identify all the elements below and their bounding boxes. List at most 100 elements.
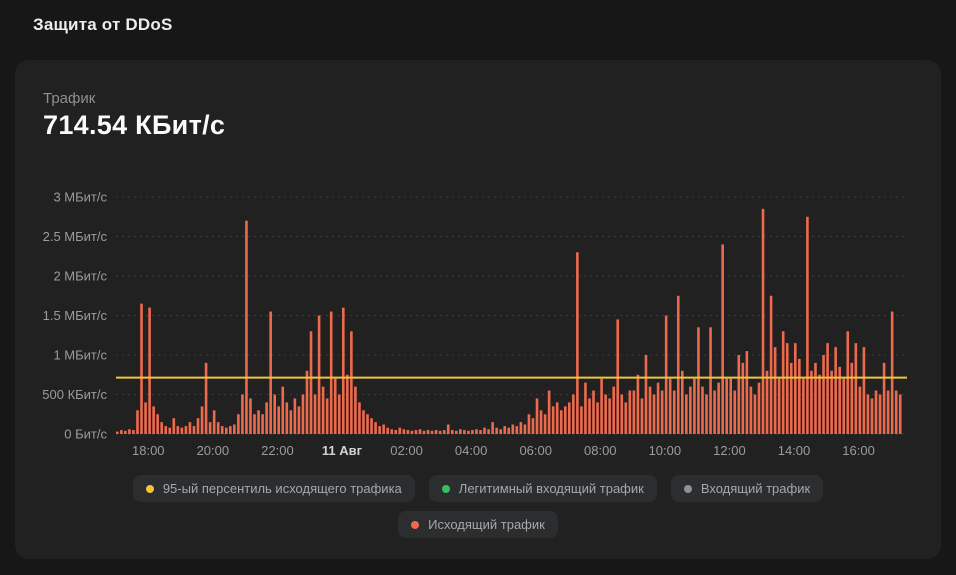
traffic-bar: [753, 394, 757, 434]
traffic-bar: [224, 427, 228, 434]
traffic-bar: [644, 355, 648, 434]
traffic-bar: [757, 382, 761, 434]
traffic-bar: [551, 406, 555, 434]
traffic-bar: [862, 347, 866, 434]
traffic-bar: [414, 430, 418, 434]
traffic-bar: [346, 374, 349, 434]
x-axis-label: 22:00: [261, 443, 294, 458]
traffic-bar: [826, 343, 829, 434]
chart-canvas[interactable]: 3 МБит/с 2.5 МБит/с 2 МБит/с 1.5 МБит/с 1 МБ…: [43, 185, 913, 467]
traffic-bar: [705, 394, 708, 434]
legend-item-label: 95-ый персентиль исходящего трафика: [162, 481, 402, 496]
traffic-bar: [176, 426, 180, 434]
traffic-bar: [612, 386, 615, 434]
x-axis-label: 02:00: [390, 443, 423, 458]
traffic-bar: [354, 386, 357, 434]
metric-block: Трафик 714.54 КБит/с: [43, 90, 913, 141]
traffic-bar: [459, 429, 462, 434]
traffic-bar: [446, 424, 450, 434]
traffic-bar: [543, 414, 547, 434]
traffic-bar: [584, 382, 587, 434]
traffic-bar: [471, 430, 474, 434]
traffic-bar: [672, 390, 676, 434]
traffic-bar: [358, 402, 361, 434]
traffic-bar: [475, 429, 478, 434]
traffic-bar: [713, 390, 716, 434]
traffic-bar: [765, 370, 769, 434]
legend-item-label: Исходящий трафик: [428, 517, 545, 532]
traffic-bar: [180, 427, 184, 434]
traffic-bar: [350, 331, 353, 434]
traffic-bar: [333, 378, 337, 434]
traffic-bar: [120, 430, 123, 434]
traffic-bar: [212, 410, 216, 434]
traffic-bar: [200, 406, 204, 434]
traffic-bar: [531, 418, 535, 434]
traffic-bar: [854, 343, 858, 434]
traffic-bar: [846, 331, 850, 434]
traffic-bar: [495, 427, 498, 434]
traffic-bar: [144, 402, 147, 434]
traffic-bar: [559, 410, 563, 434]
traffic-bar: [233, 424, 236, 434]
traffic-bar: [188, 422, 192, 434]
traffic-bar: [547, 390, 551, 434]
traffic-bar: [152, 406, 155, 434]
traffic-bar: [366, 414, 369, 434]
traffic-bar: [596, 402, 599, 434]
traffic-bar: [729, 378, 733, 434]
traffic-bar: [777, 378, 781, 434]
traffic-bar: [386, 427, 389, 434]
x-axis-label: 04:00: [455, 443, 488, 458]
traffic-bar: [866, 394, 870, 434]
traffic-bar: [455, 430, 458, 434]
traffic-chart[interactable]: 3 МБит/с 2.5 МБит/с 2 МБит/с 1.5 МБит/с 1 МБ…: [43, 185, 913, 467]
legend-dot-outgoing-icon: [411, 520, 420, 529]
traffic-bar: [898, 394, 902, 434]
legend-item-percentile[interactable]: 95-ый персентиль исходящего трафика: [132, 475, 415, 502]
traffic-bar: [168, 427, 172, 434]
legend-item-legit-incoming[interactable]: Легитимный входящий трафик: [428, 475, 657, 502]
traffic-bar: [164, 426, 168, 434]
traffic-bar: [148, 307, 151, 434]
traffic-bar: [289, 410, 293, 434]
legend-item-outgoing[interactable]: Исходящий трафик: [398, 511, 558, 538]
traffic-bar: [737, 355, 741, 434]
traffic-bar: [761, 208, 765, 434]
traffic-bar: [394, 430, 398, 434]
traffic-bar: [467, 430, 470, 434]
traffic-bar: [608, 398, 611, 434]
traffic-bar: [652, 394, 656, 434]
traffic-bar: [798, 358, 801, 434]
traffic-bar: [483, 427, 486, 434]
traffic-bar: [676, 295, 680, 434]
traffic-bar: [293, 398, 297, 434]
traffic-bar: [717, 382, 720, 434]
legend-item-incoming[interactable]: Входящий трафик: [670, 475, 824, 502]
traffic-bar: [249, 398, 252, 434]
legend-dot-legit-incoming-icon: [441, 484, 450, 493]
traffic-bar: [241, 394, 244, 434]
traffic-bar: [563, 406, 567, 434]
traffic-bar: [769, 295, 773, 434]
traffic-bar: [438, 430, 442, 434]
metric-label: Трафик: [43, 90, 96, 107]
traffic-bar: [515, 426, 519, 434]
traffic-bar: [204, 362, 208, 434]
metric-value: 714.54 КБит/с: [43, 110, 226, 140]
traffic-bar: [402, 429, 406, 434]
traffic-bar: [362, 410, 365, 434]
traffic-bar: [229, 426, 232, 434]
traffic-bar: [237, 414, 240, 434]
traffic-bar: [697, 327, 700, 434]
traffic-bar: [620, 394, 624, 434]
traffic-bar: [463, 430, 466, 434]
traffic-bar: [257, 410, 260, 434]
traffic-bar: [220, 426, 224, 434]
y-axis-label: 0 Бит/с: [64, 427, 107, 442]
traffic-bar: [535, 398, 539, 434]
traffic-bar: [410, 430, 414, 434]
traffic-bar: [794, 343, 797, 434]
traffic-bar: [600, 378, 603, 434]
traffic-bar: [184, 426, 188, 434]
